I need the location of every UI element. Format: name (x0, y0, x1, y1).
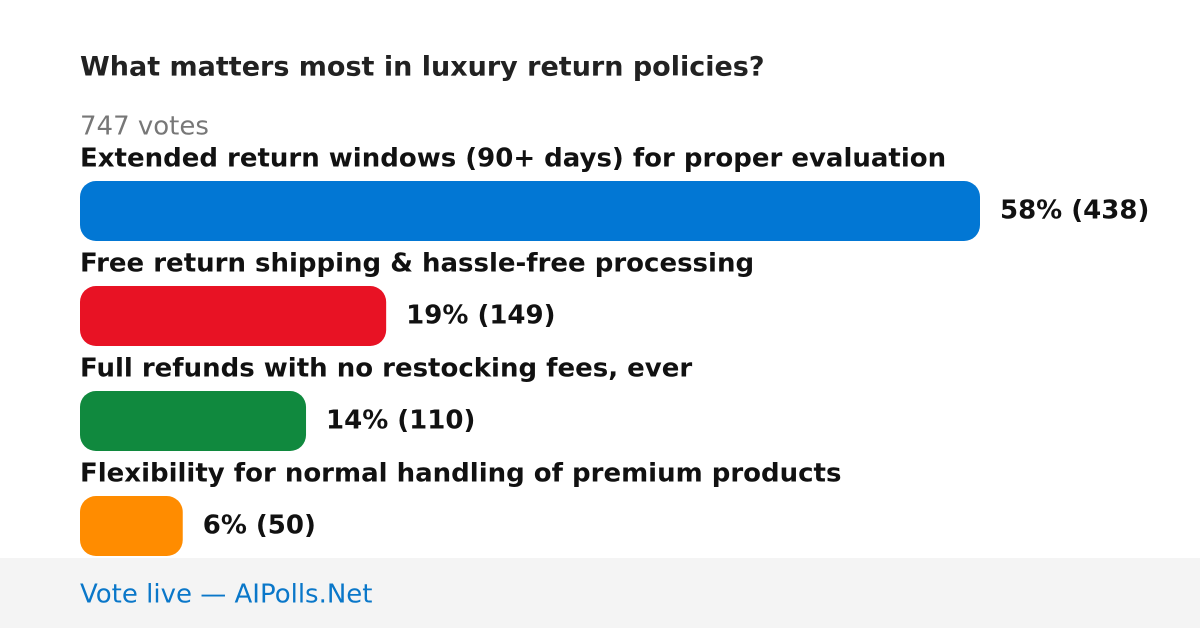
option-label: Flexibility for normal handling of premi… (80, 459, 841, 489)
value-label: 14% (110) (326, 406, 475, 436)
bar (80, 181, 980, 241)
bar (80, 496, 183, 556)
footer-band (0, 558, 1200, 628)
poll-title: What matters most in luxury return polic… (80, 52, 765, 83)
vote-count: 747 votes (80, 112, 209, 142)
bar (80, 391, 307, 451)
option-label: Extended return windows (90+ days) for p… (80, 144, 946, 174)
bar (80, 286, 387, 346)
option-label: Full refunds with no restocking fees, ev… (80, 354, 692, 384)
option-label: Free return shipping & hassle-free proce… (80, 249, 754, 279)
footer-link[interactable]: Vote live — AIPolls.Net (80, 580, 373, 610)
value-label: 19% (149) (406, 301, 555, 331)
value-label: 6% (50) (203, 511, 316, 541)
value-label: 58% (438) (1000, 196, 1149, 226)
